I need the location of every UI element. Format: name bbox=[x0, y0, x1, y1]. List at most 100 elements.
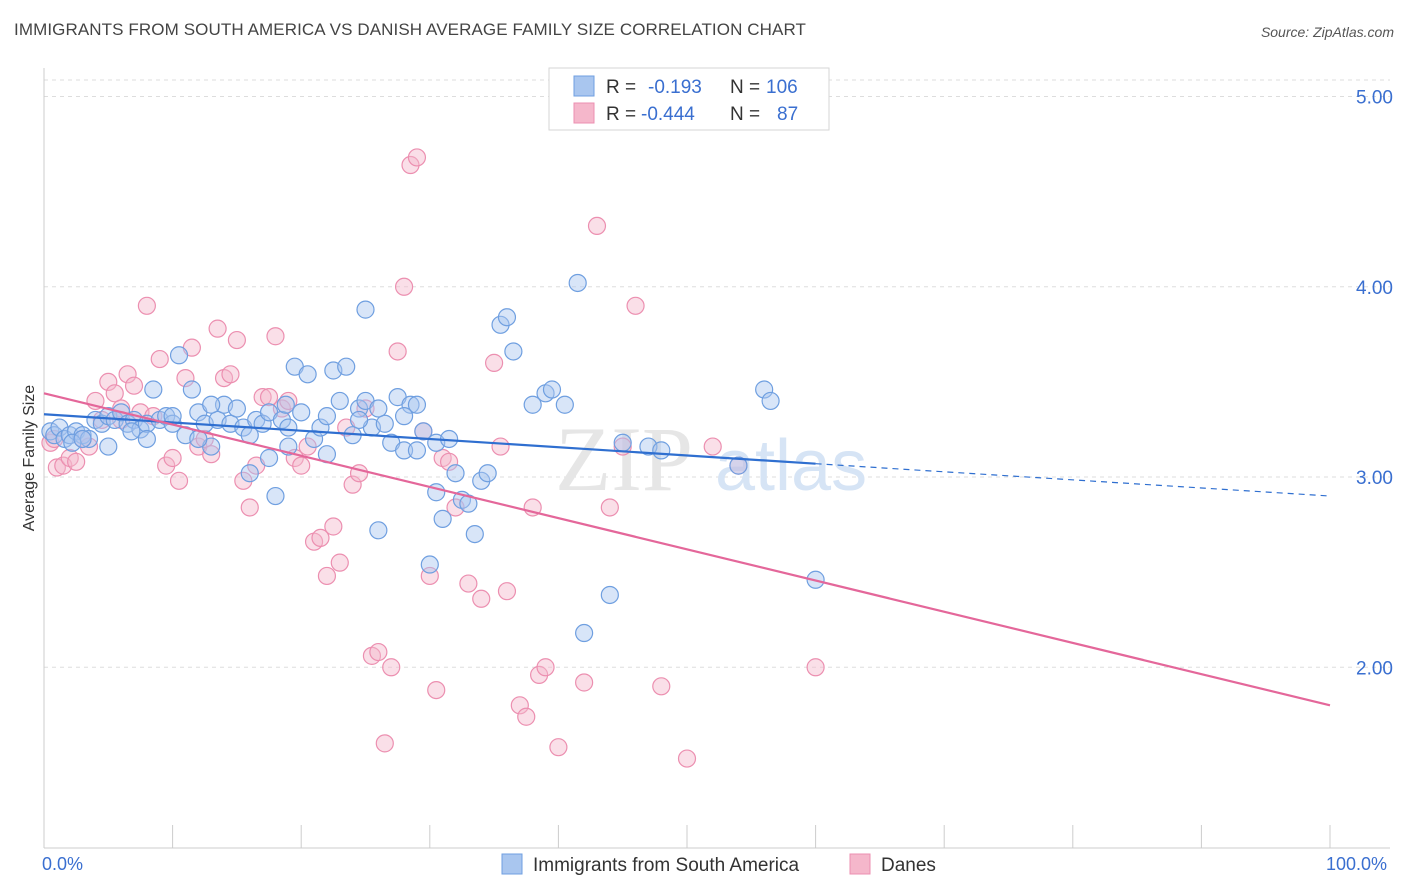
trend-line-immigrants bbox=[43, 413, 816, 465]
data-point-immigrants bbox=[472, 471, 491, 490]
data-point-danes bbox=[497, 582, 517, 601]
data-point-danes bbox=[459, 574, 478, 593]
data-point-immigrants bbox=[761, 391, 780, 411]
data-point-immigrants bbox=[755, 380, 774, 399]
data-point-danes bbox=[549, 738, 568, 757]
y-axis-label: Average Family Size bbox=[21, 385, 38, 532]
data-point-immigrants bbox=[298, 365, 317, 384]
data-point-danes bbox=[600, 498, 619, 517]
data-point-immigrants bbox=[613, 433, 632, 452]
bottom-legend-swatch-blue bbox=[501, 853, 523, 875]
data-point-danes bbox=[208, 319, 227, 338]
data-point-danes bbox=[169, 471, 189, 490]
data-point-danes bbox=[105, 384, 124, 403]
watermark: ZIP atlas bbox=[555, 408, 867, 510]
source-label: Source: ZipAtlas.com bbox=[1260, 24, 1394, 40]
data-point-danes bbox=[439, 452, 459, 471]
legend-n-value-pink: 87 bbox=[777, 104, 798, 125]
data-point-danes bbox=[298, 437, 317, 456]
data-point-immigrants bbox=[99, 437, 118, 456]
data-point-immigrants bbox=[394, 441, 414, 460]
data-point-danes bbox=[221, 365, 240, 384]
axes bbox=[43, 68, 1390, 849]
data-point-immigrants bbox=[169, 346, 189, 365]
y-tick-label: 5.00 bbox=[1356, 88, 1393, 109]
legend-swatch-blue bbox=[573, 75, 595, 97]
data-point-immigrants bbox=[356, 300, 375, 319]
grid-lines bbox=[44, 79, 1390, 668]
x-tick-marks bbox=[43, 825, 1331, 848]
data-point-immigrants bbox=[317, 407, 337, 426]
data-point-danes bbox=[382, 658, 401, 677]
data-point-immigrants bbox=[401, 395, 420, 414]
data-point-immigrants bbox=[478, 464, 497, 483]
data-point-immigrants bbox=[491, 315, 510, 334]
data-point-danes bbox=[137, 296, 156, 315]
data-point-immigrants bbox=[63, 433, 82, 452]
data-point-immigrants bbox=[73, 429, 92, 449]
data-point-immigrants bbox=[555, 395, 574, 414]
legend-r-value-blue: -0.193 bbox=[648, 77, 702, 98]
data-point-immigrants bbox=[157, 407, 176, 426]
data-point-danes bbox=[227, 330, 246, 350]
x-tick-label-min: 0.0% bbox=[42, 854, 83, 874]
x-tick-label-max: 100.0% bbox=[1326, 854, 1387, 874]
watermark-zip: ZIP bbox=[555, 408, 693, 510]
data-point-danes bbox=[124, 376, 144, 395]
data-point-danes bbox=[202, 445, 221, 464]
legend-n-label-blue: N = bbox=[730, 77, 760, 98]
data-point-immigrants bbox=[292, 403, 311, 422]
trend-line-danes bbox=[43, 392, 1331, 707]
legend-r-value-pink: -0.444 bbox=[641, 104, 695, 125]
data-point-danes bbox=[491, 437, 510, 456]
legend-swatch-pink bbox=[573, 102, 595, 124]
chart-title: IMMIGRANTS FROM SOUTH AMERICA VS DANISH … bbox=[14, 20, 807, 39]
data-point-danes bbox=[163, 448, 182, 468]
data-point-danes bbox=[517, 707, 536, 726]
data-point-immigrants bbox=[259, 448, 279, 468]
data-point-danes bbox=[176, 368, 195, 388]
data-point-danes bbox=[234, 471, 253, 490]
data-point-danes bbox=[703, 437, 722, 456]
data-point-immigrants bbox=[465, 524, 484, 544]
data-point-danes bbox=[157, 456, 176, 475]
bottom-legend-label-blue: Immigrants from South America bbox=[533, 855, 800, 876]
data-point-danes bbox=[677, 749, 697, 768]
y-tick-label: 3.00 bbox=[1356, 468, 1393, 489]
data-point-immigrants bbox=[729, 456, 748, 475]
data-point-danes bbox=[47, 458, 66, 477]
data-point-danes bbox=[195, 429, 214, 449]
data-point-immigrants bbox=[575, 623, 594, 643]
data-point-immigrants bbox=[349, 410, 369, 430]
data-point-danes bbox=[652, 677, 671, 696]
data-point-danes bbox=[536, 658, 555, 677]
trend-lines bbox=[43, 392, 1331, 707]
data-point-immigrants bbox=[266, 486, 285, 506]
bottom-legend-label-pink: Danes bbox=[881, 855, 936, 876]
legend-r-label-blue: R = bbox=[606, 77, 636, 98]
data-point-immigrants bbox=[542, 380, 562, 399]
data-point-danes bbox=[356, 399, 375, 418]
trend-line-immigrants-extension bbox=[815, 463, 1331, 497]
data-point-immigrants bbox=[369, 521, 388, 540]
bottom-legend-swatch-pink bbox=[849, 853, 871, 875]
data-point-danes bbox=[394, 277, 414, 296]
data-point-immigrants bbox=[433, 509, 452, 528]
data-point-danes bbox=[67, 452, 86, 471]
y-tick-label: 2.00 bbox=[1356, 658, 1393, 679]
data-point-danes bbox=[311, 528, 330, 548]
legend-box: R = -0.193 N = 106 R = -0.444 N = 87 bbox=[548, 67, 830, 131]
data-point-immigrants bbox=[420, 555, 439, 574]
data-point-immigrants bbox=[182, 380, 201, 399]
legend-n-value-blue: 106 bbox=[766, 77, 798, 98]
data-point-immigrants bbox=[497, 308, 517, 327]
data-point-danes bbox=[530, 665, 549, 684]
data-point-immigrants bbox=[568, 273, 587, 293]
data-point-danes bbox=[266, 327, 285, 346]
data-point-danes bbox=[575, 673, 594, 692]
data-point-immigrants bbox=[122, 422, 141, 441]
data-point-danes bbox=[317, 566, 337, 586]
watermark-atlas: atlas bbox=[715, 426, 867, 506]
data-point-danes bbox=[375, 734, 394, 753]
